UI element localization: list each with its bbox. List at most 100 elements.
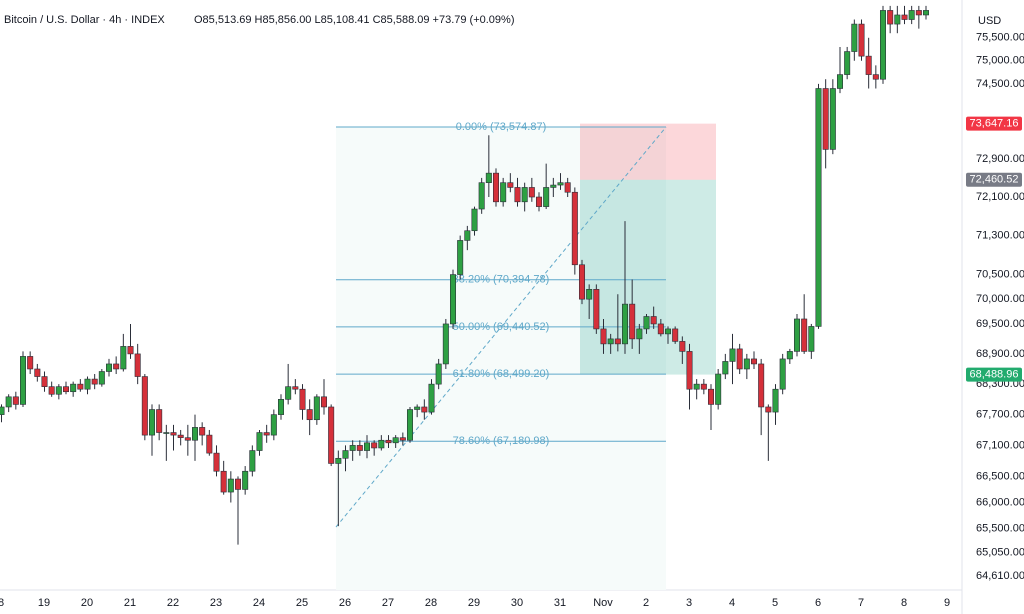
candle-body — [492, 172, 499, 203]
candle-body — [120, 346, 127, 370]
candle-body — [421, 406, 428, 413]
x-tick-label: 19 — [38, 597, 50, 609]
y-tick-label: 72,100.00 — [976, 191, 1024, 203]
y-tick-label: 67,700.00 — [976, 409, 1024, 421]
y-tick-label: 71,300.00 — [976, 229, 1024, 241]
candle-body — [299, 388, 306, 410]
candle-body — [471, 208, 478, 232]
candle-body — [213, 452, 220, 472]
x-tick-label: 6 — [815, 597, 821, 609]
candle-body — [435, 363, 442, 385]
candle-body — [12, 396, 19, 405]
candle-body — [894, 14, 901, 25]
candle-body — [263, 432, 270, 436]
y-tick-label: 66,000.00 — [976, 496, 1024, 508]
symbol: Bitcoin / U.S. Dollar · 4h · INDEX — [4, 14, 165, 26]
candle-body — [48, 386, 55, 395]
y-tick-label: 66,500.00 — [976, 470, 1024, 482]
y-tick-label: 70,500.00 — [976, 268, 1024, 280]
x-tick-label: 24 — [253, 597, 265, 609]
price-label: 72,460.52 — [970, 174, 1019, 186]
price-label: 73,647.16 — [970, 118, 1019, 130]
x-tick-label: 30 — [511, 597, 523, 609]
price-label-bg — [966, 367, 1022, 382]
candle-body — [256, 432, 263, 451]
candle-body — [514, 187, 521, 203]
candle-body — [679, 341, 686, 352]
candle-body — [177, 434, 184, 438]
candle-body — [449, 274, 456, 325]
candle-body — [27, 356, 34, 370]
candle-body — [206, 434, 213, 454]
plot-area: 0.00% (73,574.87)38.20% (70,394.78)50.00… — [0, 5, 929, 590]
candle-body — [62, 386, 69, 393]
candle-body — [621, 303, 628, 345]
candle-body — [242, 470, 249, 490]
candle-body — [901, 14, 908, 20]
candle-body — [399, 437, 406, 441]
candle-body — [270, 414, 277, 436]
candle-body — [98, 371, 105, 385]
candle-body — [801, 318, 808, 352]
y-tick-label: 65,500.00 — [976, 523, 1024, 535]
candle-body — [249, 450, 256, 472]
x-tick-label: 21 — [124, 597, 136, 609]
candle-body — [650, 316, 657, 325]
price-label: 68,488.96 — [970, 368, 1019, 380]
candle-body — [70, 383, 77, 393]
candle-body — [643, 316, 650, 330]
candle-body — [887, 10, 894, 25]
candle-body — [693, 383, 700, 390]
candle-body — [722, 361, 729, 375]
candle-body — [521, 187, 528, 203]
candle-body — [199, 427, 206, 436]
x-tick-label: 22 — [167, 597, 179, 609]
candle-body — [292, 386, 299, 390]
candle-body — [19, 356, 26, 405]
candle-body — [844, 51, 851, 75]
candle-body — [500, 182, 507, 203]
candle-body — [306, 409, 313, 421]
candle-body — [170, 432, 177, 436]
candle-body — [342, 450, 349, 459]
y-tick-label: 72,900.00 — [976, 153, 1024, 165]
candle-body — [736, 348, 743, 370]
x-tick-label: 25 — [296, 597, 308, 609]
x-tick-label: 27 — [382, 597, 394, 609]
fib-label: 0.00% (73,574.87) — [456, 121, 547, 133]
candle-body — [141, 376, 148, 436]
candle-body — [922, 10, 929, 16]
candle-body — [414, 406, 421, 410]
candle-body — [41, 376, 48, 387]
candle-body — [34, 368, 41, 377]
candle-body — [578, 264, 585, 300]
candle-body — [779, 358, 786, 390]
candle-body — [285, 386, 292, 400]
candle-body — [535, 196, 542, 207]
y-tick-label: 74,500.00 — [976, 78, 1024, 90]
candle-body — [277, 399, 284, 415]
candle-body — [908, 10, 915, 20]
candle-body — [872, 74, 879, 80]
candle-body — [528, 187, 535, 198]
candle-body — [851, 23, 858, 52]
candle-body — [793, 318, 800, 352]
candle-body — [156, 409, 163, 433]
candle-body — [707, 388, 714, 405]
candle-body — [758, 363, 765, 408]
candle-body — [320, 396, 327, 408]
candle-body — [385, 439, 392, 444]
candle-body — [149, 409, 156, 436]
x-tick-label: 23 — [210, 597, 222, 609]
candle-body — [235, 478, 242, 490]
candle-body — [163, 432, 170, 434]
x-tick-label: Nov — [593, 597, 613, 609]
candle-body — [550, 184, 557, 188]
candle-body — [5, 396, 12, 408]
candle-body — [808, 326, 815, 352]
candle-body — [822, 88, 829, 150]
candle-body — [485, 172, 492, 183]
price-label-bg — [966, 172, 1022, 187]
candle-body — [371, 442, 378, 449]
